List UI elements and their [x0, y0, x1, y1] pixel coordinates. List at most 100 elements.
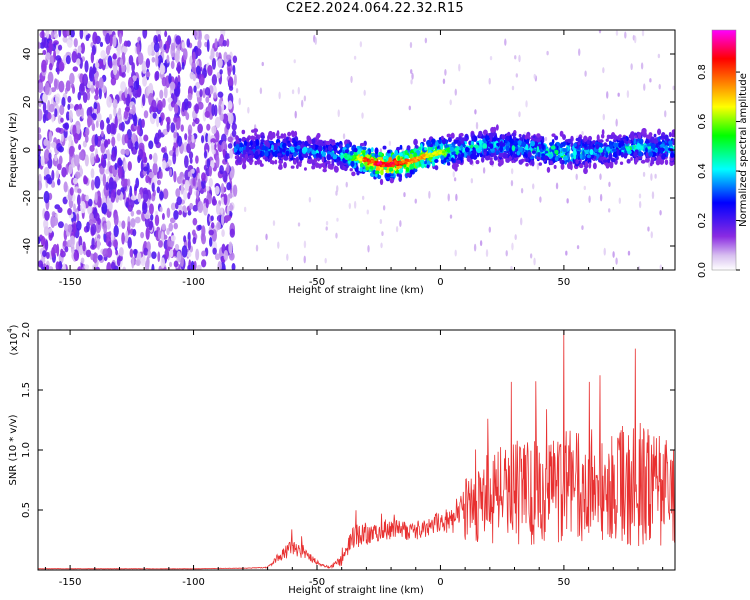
heatmap-cell [93, 101, 98, 110]
heatmap-cell [163, 86, 168, 99]
heatmap-cell [543, 155, 549, 161]
heatmap-cell [365, 166, 370, 171]
heatmap-cell [174, 50, 180, 63]
heatmap-cell [163, 43, 167, 51]
heatmap-cell [501, 134, 506, 140]
heatmap-cell [72, 177, 78, 185]
heatmap-cell [210, 215, 214, 222]
heatmap-cell [80, 42, 86, 54]
y-tick-label: 1.0 [21, 442, 32, 458]
heatmap-cell [434, 159, 439, 163]
heatmap-cell [220, 182, 225, 195]
colorbar-gradient [711, 29, 737, 271]
heatmap-cell [365, 150, 369, 154]
heatmap-cell [89, 152, 95, 166]
heatmap-cell [615, 118, 618, 127]
heatmap-cell [289, 146, 295, 150]
heatmap-cell [658, 83, 661, 90]
heatmap-cell [143, 134, 149, 142]
heatmap-cell [184, 155, 189, 169]
heatmap-cell [409, 41, 413, 49]
heatmap-cell [367, 148, 372, 155]
heatmap-cell [537, 151, 541, 158]
heatmap-cell [166, 207, 171, 219]
heatmap-cell [434, 165, 439, 171]
heatmap-cell [653, 139, 659, 144]
colorbar-tick-label: 0.0 [697, 262, 708, 278]
heatmap-ridge-cell [410, 160, 414, 164]
heatmap-cell [105, 220, 111, 230]
y-tick-label: -20 [22, 190, 33, 206]
heatmap-cell [474, 144, 480, 149]
heatmap-cell [660, 150, 664, 154]
heatmap-cell [208, 229, 214, 236]
heatmap-cell [397, 155, 401, 161]
heatmap-cell [53, 78, 58, 89]
heatmap-cell [544, 150, 549, 155]
heatmap-cell [135, 259, 141, 267]
heatmap-cell [69, 235, 76, 248]
heatmap-cell [573, 155, 577, 160]
figure-title: C2E2.2024.064.22.32.R15 [286, 1, 464, 16]
heatmap-cell [89, 66, 93, 79]
heatmap-cell [381, 231, 384, 237]
heatmap-cell [659, 209, 662, 216]
x-tick-label: -100 [182, 577, 205, 588]
heatmap-cell [125, 201, 129, 208]
heatmap-cell [668, 131, 672, 138]
heatmap-cell [90, 84, 95, 94]
heatmap-cell [549, 142, 554, 146]
heatmap-cell [241, 157, 246, 162]
heatmap-ridge-cell [422, 154, 426, 157]
heatmap-cell [424, 37, 428, 44]
heatmap-cell [606, 91, 609, 99]
heatmap-cell [277, 241, 280, 249]
heatmap-cell [164, 248, 169, 260]
heatmap-cell [335, 232, 338, 239]
heatmap-cell [121, 232, 125, 245]
colorbar-tick-label: 0.8 [697, 64, 708, 80]
heatmap-cell [38, 260, 44, 268]
heatmap-cell [95, 154, 99, 163]
heatmap-cell [146, 71, 151, 78]
heatmap-cell [334, 166, 339, 173]
heatmap-cell [270, 133, 274, 140]
heatmap-cell [94, 175, 101, 189]
heatmap-cell [110, 77, 117, 86]
heatmap-cell [108, 113, 113, 121]
heatmap-cell [121, 220, 126, 229]
heatmap-cell [353, 200, 357, 209]
heatmap-cell [80, 257, 85, 264]
heatmap-cell [90, 179, 95, 191]
heatmap-cell [106, 148, 110, 161]
heatmap-cell [158, 240, 163, 248]
heatmap-cell [94, 87, 99, 96]
heatmap-cell [144, 260, 150, 270]
heatmap-cell [72, 222, 77, 234]
heatmap-cell [74, 171, 81, 179]
heatmap-cell [278, 91, 281, 100]
heatmap-cell [90, 223, 97, 236]
heatmap-cell [532, 183, 535, 190]
heatmap-cell [103, 140, 109, 148]
heatmap-cell [388, 140, 392, 147]
heatmap-cell [105, 231, 111, 238]
heatmap-cell [647, 226, 650, 232]
heatmap-cell [470, 141, 475, 146]
heatmap-ridge-cell [401, 160, 405, 164]
heatmap-cell [78, 151, 85, 161]
heatmap-cell [128, 54, 134, 66]
heatmap-cell [86, 221, 90, 232]
heatmap-cell [380, 242, 383, 249]
heatmap-cell [440, 155, 445, 161]
heatmap-cell [129, 185, 133, 198]
heatmap-cell [650, 158, 654, 165]
heatmap-cell [648, 151, 654, 157]
heatmap-ridge-cell [374, 160, 378, 164]
heatmap-cell [196, 264, 202, 270]
heatmap-cell [222, 170, 228, 183]
heatmap-cell [308, 196, 312, 203]
snr-y-label: SNR (10 * v/v) [8, 414, 19, 485]
heatmap-cell [361, 112, 364, 119]
